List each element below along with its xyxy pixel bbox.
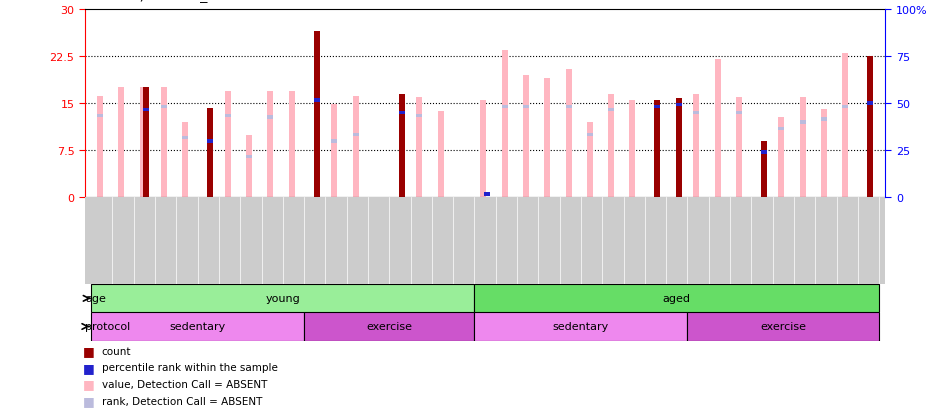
- Bar: [97, 96, 103, 198]
- Bar: [821, 110, 827, 198]
- Bar: [502, 105, 508, 109]
- Bar: [475, 313, 688, 341]
- Bar: [842, 54, 849, 198]
- Text: aged: aged: [663, 294, 690, 304]
- Bar: [225, 91, 231, 198]
- Bar: [523, 76, 528, 198]
- Bar: [609, 95, 614, 198]
- Bar: [693, 95, 699, 198]
- Bar: [475, 285, 879, 313]
- Bar: [587, 133, 593, 137]
- Text: percentile rank within the sample: percentile rank within the sample: [102, 363, 278, 373]
- Bar: [314, 32, 319, 198]
- Bar: [352, 96, 359, 198]
- Bar: [161, 105, 167, 109]
- Text: ■: ■: [83, 377, 94, 391]
- Bar: [484, 193, 490, 197]
- Bar: [736, 97, 742, 198]
- Bar: [416, 115, 422, 118]
- Bar: [139, 88, 146, 198]
- Bar: [675, 103, 682, 107]
- Text: sedentary: sedentary: [553, 322, 609, 332]
- Bar: [207, 140, 213, 143]
- Bar: [544, 79, 550, 198]
- Bar: [161, 88, 167, 198]
- Bar: [438, 112, 444, 198]
- Bar: [715, 60, 721, 198]
- Bar: [398, 112, 405, 115]
- Bar: [207, 108, 213, 198]
- Bar: [868, 57, 873, 198]
- Bar: [91, 285, 475, 313]
- Bar: [398, 95, 405, 198]
- Bar: [91, 313, 304, 341]
- Bar: [182, 123, 188, 198]
- Bar: [800, 97, 805, 198]
- Bar: [523, 105, 528, 109]
- Bar: [416, 97, 422, 198]
- Bar: [268, 116, 273, 119]
- Bar: [693, 112, 699, 115]
- Bar: [182, 137, 188, 140]
- Bar: [314, 99, 319, 102]
- Text: value, Detection Call = ABSENT: value, Detection Call = ABSENT: [102, 379, 268, 389]
- Text: young: young: [266, 294, 300, 304]
- Text: ■: ■: [83, 394, 94, 407]
- Bar: [246, 155, 252, 159]
- Bar: [868, 102, 873, 106]
- Bar: [502, 51, 508, 198]
- Text: count: count: [102, 346, 131, 356]
- Bar: [143, 88, 149, 198]
- Bar: [480, 101, 486, 198]
- Text: rank, Detection Call = ABSENT: rank, Detection Call = ABSENT: [102, 396, 262, 406]
- Bar: [119, 88, 124, 198]
- Bar: [655, 105, 660, 109]
- Bar: [352, 133, 359, 137]
- Bar: [609, 108, 614, 112]
- Bar: [842, 105, 849, 109]
- Bar: [268, 91, 273, 198]
- Bar: [246, 135, 252, 198]
- Text: ■: ■: [83, 344, 94, 358]
- Bar: [304, 313, 475, 341]
- Bar: [332, 140, 337, 143]
- Bar: [800, 121, 805, 124]
- Text: exercise: exercise: [366, 322, 413, 332]
- Bar: [688, 313, 879, 341]
- Bar: [629, 101, 636, 198]
- Text: GDS3182 / 239949_at: GDS3182 / 239949_at: [80, 0, 222, 2]
- Bar: [143, 108, 149, 112]
- Text: age: age: [85, 294, 106, 304]
- Bar: [97, 115, 103, 118]
- Text: sedentary: sedentary: [170, 322, 226, 332]
- Bar: [332, 105, 337, 198]
- Text: exercise: exercise: [760, 322, 806, 332]
- Bar: [225, 115, 231, 118]
- Bar: [565, 69, 572, 198]
- Bar: [778, 118, 785, 198]
- Bar: [736, 112, 742, 115]
- Bar: [761, 141, 767, 198]
- Text: protocol: protocol: [85, 322, 130, 332]
- Bar: [587, 123, 593, 198]
- Bar: [778, 127, 785, 131]
- Bar: [675, 99, 682, 198]
- Bar: [288, 91, 295, 198]
- Bar: [761, 151, 767, 154]
- Bar: [565, 105, 572, 109]
- Bar: [655, 101, 660, 198]
- Text: ■: ■: [83, 361, 94, 374]
- Bar: [821, 118, 827, 121]
